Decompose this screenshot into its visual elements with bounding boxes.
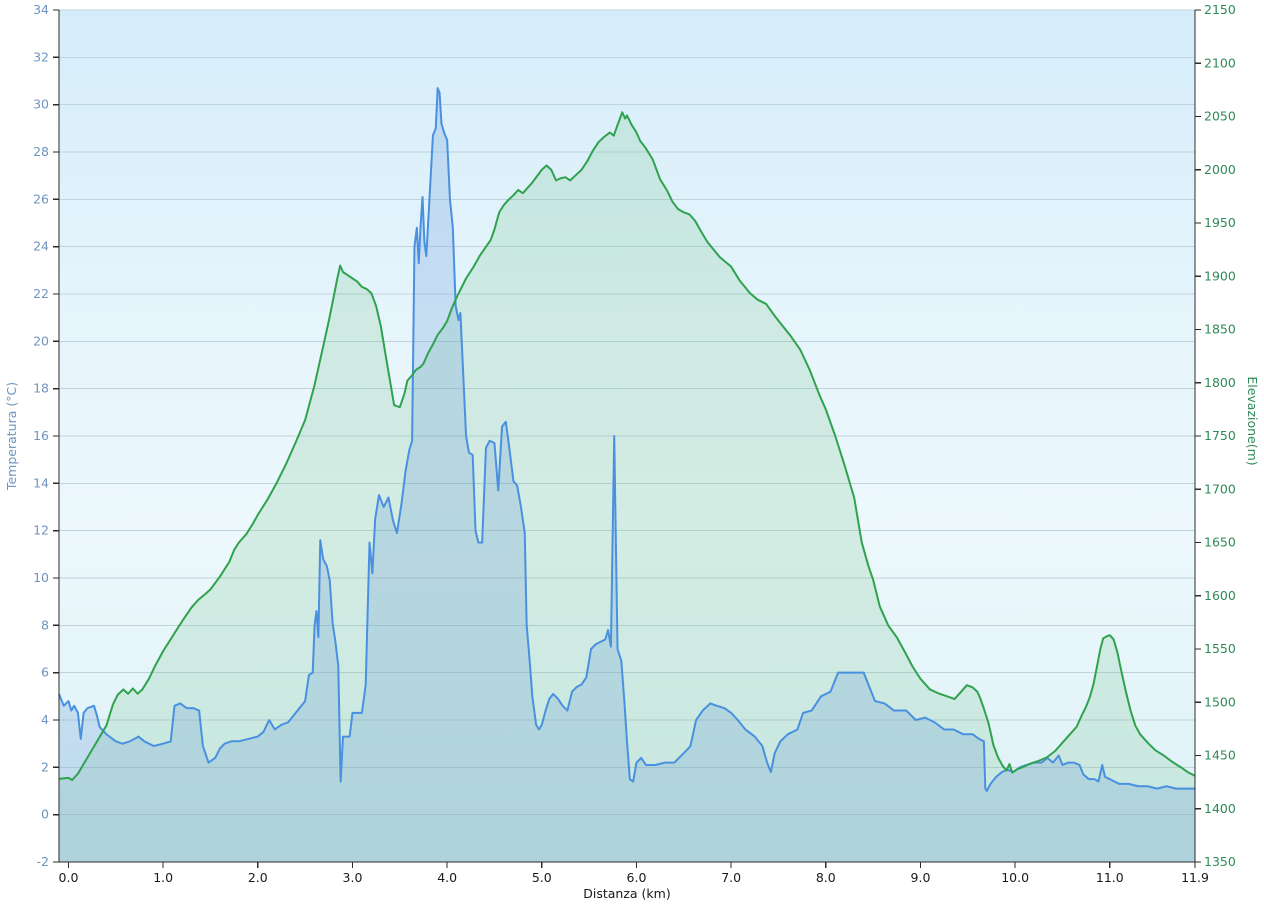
y-right-tick-label: 1450 bbox=[1204, 748, 1236, 763]
y-left-tick-label: 6 bbox=[41, 665, 49, 680]
y-right-axis-title: Elevazione(m) bbox=[1245, 376, 1260, 465]
y-left-tick-label: 26 bbox=[33, 191, 49, 206]
y-left-axis-title: Temperatura (°C) bbox=[4, 382, 19, 491]
y-left-tick-label: 18 bbox=[33, 381, 49, 396]
x-tick-label: 4.0 bbox=[437, 870, 457, 885]
y-left-tick-label: 10 bbox=[33, 570, 49, 585]
y-right-tick-label: 1550 bbox=[1204, 641, 1236, 656]
y-left-tick-label: 22 bbox=[33, 286, 49, 301]
x-tick-label: 10.0 bbox=[1001, 870, 1029, 885]
y-left-tick-label: 8 bbox=[41, 617, 49, 632]
y-left-tick-label: 34 bbox=[33, 2, 49, 17]
y-left-tick-label: 12 bbox=[33, 523, 49, 538]
y-right-tick-label: 1800 bbox=[1204, 375, 1236, 390]
y-right-tick-label: 1350 bbox=[1204, 854, 1236, 869]
x-tick-label: 3.0 bbox=[343, 870, 363, 885]
x-axis-title: Distanza (km) bbox=[583, 886, 670, 901]
y-left-tick-label: 28 bbox=[33, 144, 49, 159]
x-tick-label: 11.9 bbox=[1181, 870, 1209, 885]
y-right-tick-label: 2100 bbox=[1204, 55, 1236, 70]
y-right-tick-label: 1850 bbox=[1204, 322, 1236, 337]
x-tick-label: 1.0 bbox=[153, 870, 173, 885]
y-left-tick-label: 16 bbox=[33, 428, 49, 443]
y-left-tick-label: 30 bbox=[33, 97, 49, 112]
x-tick-label: 7.0 bbox=[721, 870, 741, 885]
x-tick-label: 11.0 bbox=[1096, 870, 1124, 885]
y-left-tick-label: 2 bbox=[41, 759, 49, 774]
x-tick-label: 6.0 bbox=[627, 870, 647, 885]
y-right-tick-label: 1900 bbox=[1204, 268, 1236, 283]
y-right-tick-label: 1700 bbox=[1204, 481, 1236, 496]
y-right-tick-label: 1400 bbox=[1204, 801, 1236, 816]
y-right-tick-label: 2000 bbox=[1204, 162, 1236, 177]
temperature-area bbox=[59, 88, 1195, 863]
y-left-tick-label: 4 bbox=[41, 712, 49, 727]
y-right-tick-label: 2150 bbox=[1204, 2, 1236, 17]
y-right-tick-label: 2050 bbox=[1204, 109, 1236, 124]
y-left-tick-label: 24 bbox=[33, 239, 49, 254]
y-right-tick-label: 1500 bbox=[1204, 694, 1236, 709]
y-right-tick-label: 1650 bbox=[1204, 535, 1236, 550]
y-left-tick-label: 32 bbox=[33, 49, 49, 64]
temperature-line bbox=[58, 87, 1195, 792]
y-right-tick-label: 1950 bbox=[1204, 215, 1236, 230]
x-tick-label: 2.0 bbox=[248, 870, 268, 885]
x-tick-label: 8.0 bbox=[816, 870, 836, 885]
elevation-line bbox=[58, 111, 1196, 781]
elevation-area bbox=[59, 112, 1195, 863]
y-left-tick-label: 14 bbox=[33, 475, 49, 490]
y-left-tick-label: 20 bbox=[33, 333, 49, 348]
x-tick-label: 0.0 bbox=[59, 870, 79, 885]
x-tick-label: 5.0 bbox=[532, 870, 552, 885]
y-left-tick-label: -2 bbox=[37, 854, 49, 869]
x-tick-label: 9.0 bbox=[911, 870, 931, 885]
y-right-tick-label: 1750 bbox=[1204, 428, 1236, 443]
y-left-tick-label: 0 bbox=[41, 807, 49, 822]
y-right-tick-label: 1600 bbox=[1204, 588, 1236, 603]
